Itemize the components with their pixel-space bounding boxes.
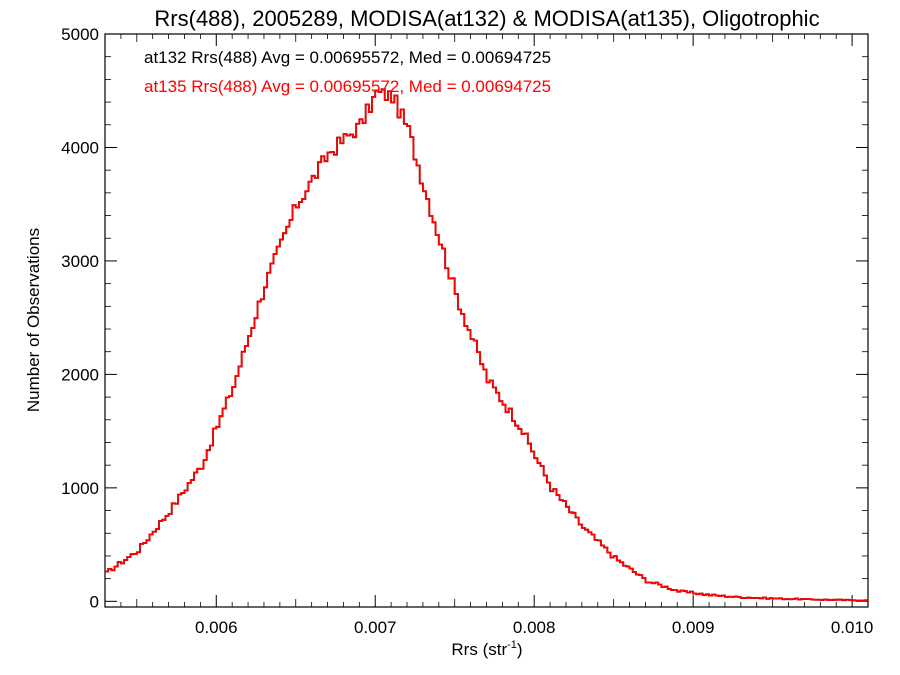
series-at135 — [105, 88, 868, 602]
y-tick-label: 3000 — [61, 252, 99, 271]
y-tick-label: 0 — [90, 592, 99, 611]
series-at132 — [105, 88, 868, 602]
x-axis-label-superscript: -1 — [507, 639, 517, 651]
annotation-at135: at135 Rrs(488) Avg = 0.00695572, Med = 0… — [144, 77, 551, 96]
x-tick-label: 0.006 — [195, 618, 238, 637]
chart-title: Rrs(488), 2005289, MODISA(at132) & MODIS… — [154, 6, 819, 31]
y-axis-label: Number of Observations — [24, 228, 43, 412]
series-layer — [105, 88, 868, 602]
y-axis-ticks: 0 1000 2000 3000 4000 5000 — [61, 25, 868, 611]
x-axis-label: Rrs (str-1) — [451, 639, 522, 659]
plot-frame — [104, 33, 869, 608]
x-tick-label: 0.009 — [672, 618, 715, 637]
y-tick-label: 1000 — [61, 479, 99, 498]
y-tick-label: 5000 — [61, 25, 99, 44]
x-axis-ticks: 0.006 0.007 0.008 0.009 0.010 — [104, 34, 874, 637]
y-tick-label: 2000 — [61, 365, 99, 384]
x-tick-label: 0.007 — [354, 618, 397, 637]
x-tick-label: 0.008 — [513, 618, 556, 637]
x-axis-label-close: ) — [517, 640, 523, 659]
y-tick-label: 4000 — [61, 138, 99, 157]
x-tick-label: 0.010 — [831, 618, 874, 637]
annotation-at132: at132 Rrs(488) Avg = 0.00695572, Med = 0… — [144, 48, 551, 67]
x-axis-label-main: Rrs (str — [451, 640, 507, 659]
